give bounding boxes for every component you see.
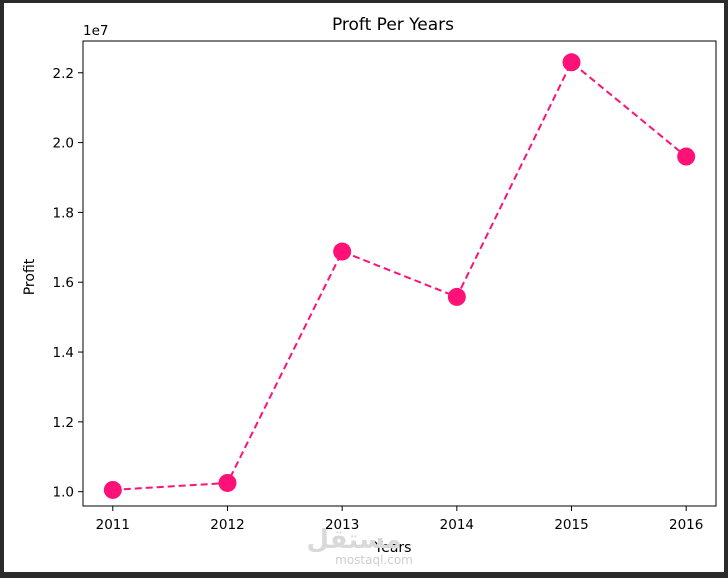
x-tick-label: 2014 xyxy=(440,517,474,533)
y-axis-offset-label: 1e7 xyxy=(83,23,108,39)
y-tick-label: 1.4 xyxy=(53,345,74,361)
data-point-marker xyxy=(677,147,696,166)
y-tick-label: 2.0 xyxy=(53,136,74,152)
y-tick-label: 1.6 xyxy=(53,275,74,291)
line-chart: Proft Per Years 1e7 Profit Years مستقل m… xyxy=(22,15,717,567)
y-tick-label: 1.8 xyxy=(53,205,74,221)
data-point-marker xyxy=(103,480,122,499)
chart-figure: Proft Per Years 1e7 Profit Years مستقل m… xyxy=(4,3,724,572)
series-line xyxy=(112,60,687,491)
y-tick-label: 2.2 xyxy=(53,66,74,82)
x-axis-label: Years xyxy=(374,540,412,556)
data-point-marker xyxy=(447,287,466,306)
data-point-marker xyxy=(218,473,237,492)
data-point-marker xyxy=(333,242,352,261)
data-point-marker xyxy=(562,53,581,72)
x-tick-label: 2011 xyxy=(96,517,130,533)
watermark-logo: مستقل mostaql.com xyxy=(306,525,412,567)
chart-title: Proft Per Years xyxy=(332,15,454,35)
watermark-url: mostaql.com xyxy=(335,553,413,567)
x-tick-label: 2013 xyxy=(325,517,359,533)
y-tick-label: 1.0 xyxy=(53,485,74,501)
x-tick-label: 2015 xyxy=(554,517,588,533)
x-tick-label: 2012 xyxy=(210,517,244,533)
plot-area-frame xyxy=(82,40,717,507)
y-tick-label: 1.2 xyxy=(53,415,74,431)
y-axis-label: Profit xyxy=(22,258,38,295)
watermark-text: مستقل xyxy=(306,525,401,555)
x-tick-label: 2016 xyxy=(669,517,703,533)
